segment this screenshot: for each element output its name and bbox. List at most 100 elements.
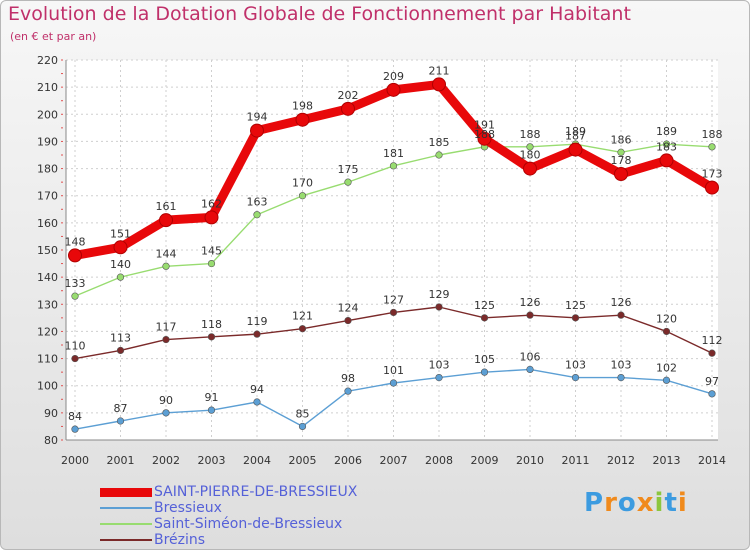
data-label-saint-sim-on-de-bressieux: 140 [110,258,131,271]
data-point-bressieux [298,422,307,431]
data-point-saint-pierre-de-bressieux [295,112,310,127]
x-tick-label: 2002 [152,454,180,467]
legend-label: Brézins [154,532,206,548]
data-point-br-zins [617,311,625,319]
data-point-saint-pierre-de-bressieux [477,131,492,146]
data-point-bressieux [344,387,352,395]
data-point-saint-pierre-de-bressieux [68,248,82,263]
data-point-bressieux [662,376,671,384]
data-point-saint-pierre-de-bressieux [705,180,719,195]
data-label-br-zins: 113 [110,331,131,344]
data-point-br-zins [480,314,489,322]
x-tick-label: 2010 [516,454,544,467]
data-label-saint-sim-on-de-bressieux: 188 [520,128,541,141]
data-label-saint-pierre-de-bressieux: 191 [474,119,495,132]
data-point-bressieux [71,425,79,433]
y-tick-label: 180 [37,163,58,176]
x-tick-label: 2014 [698,454,726,467]
x-tick-label: 2006 [334,454,362,467]
data-label-br-zins: 121 [292,310,313,323]
data-label-bressieux: 85 [296,407,310,420]
data-point-br-zins [435,303,443,311]
y-tick-label: 220 [37,54,58,67]
y-tick-label: 130 [37,298,58,311]
legend-swatch [100,523,152,525]
data-label-saint-pierre-de-bressieux: 187 [565,130,586,143]
data-label-bressieux: 97 [705,375,719,388]
x-tick-label: 2001 [107,454,135,467]
x-tick-label: 2011 [562,454,590,467]
data-point-br-zins [662,327,671,336]
data-label-bressieux: 101 [383,364,404,377]
y-tick-label: 200 [37,108,58,121]
data-point-bressieux [162,409,170,417]
data-point-bressieux [617,373,625,382]
y-tick-label: 90 [44,407,58,420]
data-label-bressieux: 103 [565,359,586,372]
data-point-saint-sim-on-de-bressieux [71,292,79,300]
data-label-br-zins: 129 [429,288,450,301]
data-label-saint-sim-on-de-bressieux: 163 [247,196,268,209]
logo-letter: t [664,488,678,518]
data-point-bressieux [116,417,125,425]
data-label-saint-sim-on-de-bressieux: 188 [474,128,495,141]
data-label-saint-sim-on-de-bressieux: 188 [702,128,723,141]
data-label-bressieux: 98 [341,372,355,385]
logo-letter: x [636,488,655,518]
data-point-br-zins [71,354,79,363]
data-point-bressieux [571,373,580,382]
data-point-saint-sim-on-de-bressieux [253,211,261,219]
data-point-saint-pierre-de-bressieux [113,240,128,255]
data-label-bressieux: 87 [114,402,128,415]
x-tick-label: 2003 [198,454,226,467]
logo-letter: o [617,488,637,518]
data-point-br-zins [526,311,534,319]
data-label-saint-pierre-de-bressieux: 211 [429,64,450,77]
y-tick-label: 110 [37,353,58,366]
data-label-saint-sim-on-de-bressieux: 133 [65,277,86,290]
data-point-br-zins [207,333,216,341]
data-point-bressieux [708,390,716,398]
data-label-bressieux: 84 [68,410,82,423]
data-label-saint-pierre-de-bressieux: 180 [520,149,541,162]
data-label-saint-sim-on-de-bressieux: 185 [429,136,450,149]
y-tick-label: 120 [37,325,58,338]
x-tick-label: 2007 [380,454,408,467]
data-label-br-zins: 117 [156,321,177,334]
data-label-saint-pierre-de-bressieux: 198 [292,100,313,113]
y-tick-label: 210 [37,81,58,94]
x-tick-label: 2013 [653,454,681,467]
data-label-br-zins: 120 [656,312,677,325]
x-tick-label: 2004 [243,454,271,467]
data-point-saint-sim-on-de-bressieux [116,273,125,281]
data-label-br-zins: 125 [474,299,495,312]
data-label-saint-pierre-de-bressieux: 209 [383,70,404,83]
data-point-saint-sim-on-de-bressieux [298,192,307,200]
data-label-saint-pierre-de-bressieux: 151 [110,227,131,240]
data-label-bressieux: 90 [159,394,173,407]
data-label-saint-sim-on-de-bressieux: 145 [201,245,222,258]
data-label-saint-sim-on-de-bressieux: 144 [156,247,177,260]
data-label-br-zins: 118 [201,318,222,331]
data-point-bressieux [435,373,443,382]
data-point-saint-sim-on-de-bressieux [708,143,716,151]
data-label-br-zins: 126 [520,296,541,309]
data-label-saint-pierre-de-bressieux: 162 [201,197,222,210]
data-point-saint-pierre-de-bressieux [250,123,264,138]
data-label-br-zins: 119 [247,315,268,328]
legend-label: Bressieux [154,500,222,516]
data-point-saint-pierre-de-bressieux [614,167,628,181]
data-label-br-zins: 126 [611,296,632,309]
data-label-bressieux: 103 [429,359,450,372]
x-tick-label: 2000 [61,454,89,467]
data-point-saint-sim-on-de-bressieux [389,162,398,170]
data-label-saint-sim-on-de-bressieux: 186 [611,133,632,146]
data-label-br-zins: 125 [565,299,586,312]
legend-label: SAINT-PIERRE-DE-BRESSIEUX [154,484,358,500]
data-point-saint-pierre-de-bressieux [659,153,674,168]
data-point-br-zins [116,346,125,355]
data-point-br-zins [253,330,261,338]
data-label-saint-sim-on-de-bressieux: 181 [383,147,404,160]
y-tick-label: 80 [44,434,58,447]
data-label-br-zins: 124 [338,302,359,315]
